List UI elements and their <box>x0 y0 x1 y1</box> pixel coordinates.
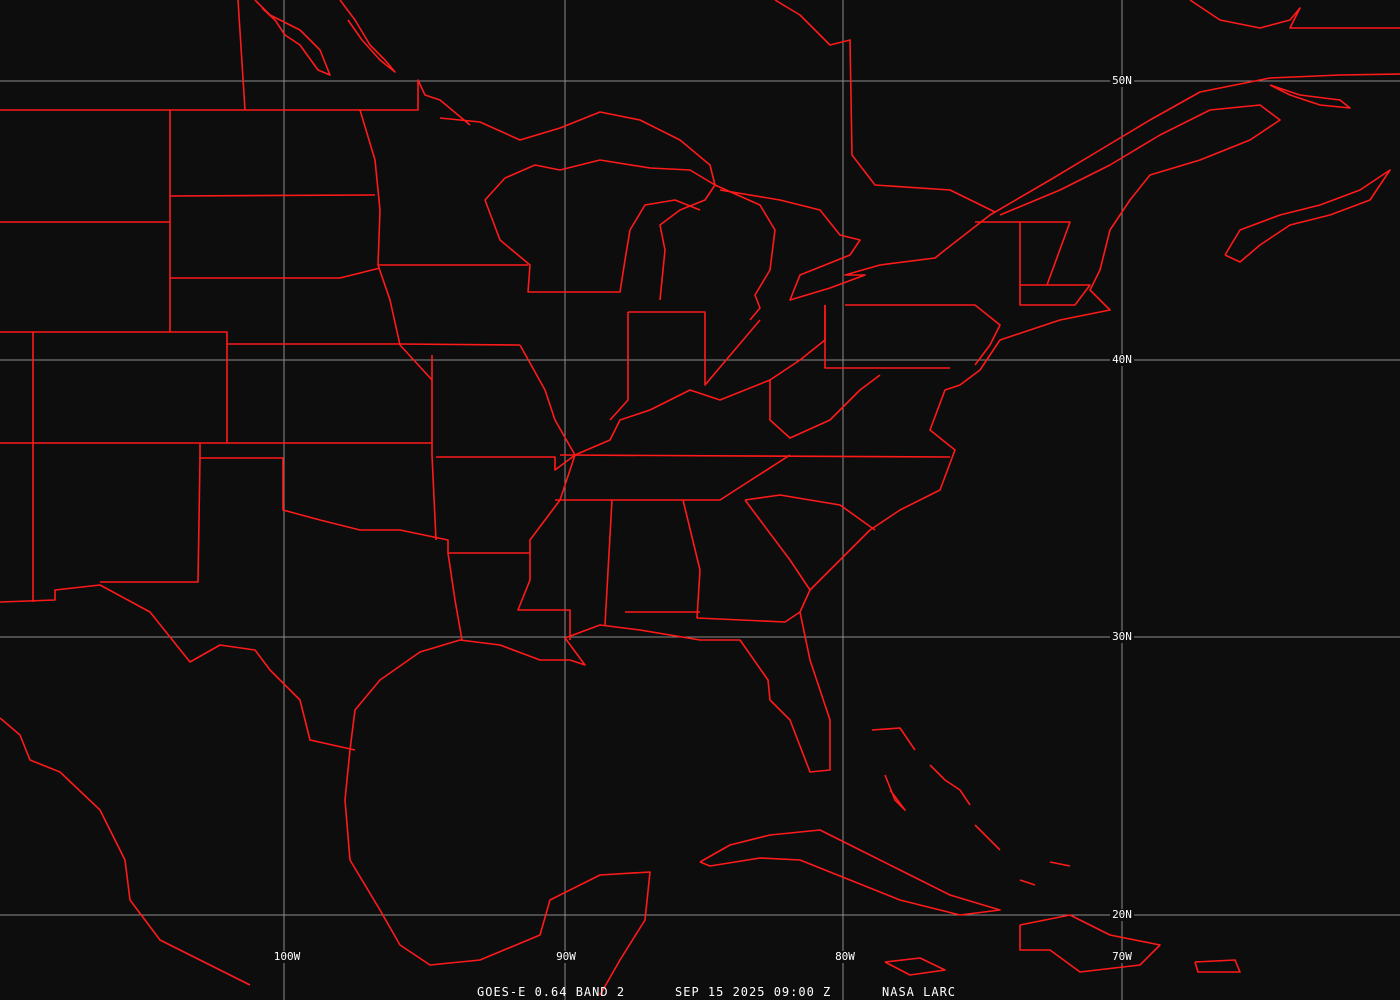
ne-ks-line <box>227 343 521 346</box>
bahamas-5 <box>1019 879 1036 886</box>
latitude-label-50n: 50N <box>1110 74 1134 87</box>
texas-border <box>0 584 356 751</box>
nd-sd-line <box>169 194 376 197</box>
tn-ky-line <box>559 454 951 458</box>
st-lawrence <box>944 73 1400 251</box>
ks-mo-line <box>431 355 437 541</box>
canada-lakes-2 <box>339 0 396 73</box>
ga-sc-line <box>744 499 811 591</box>
maritimes <box>1189 0 1400 29</box>
in-oh-line <box>628 311 761 386</box>
oh-pa-line <box>824 305 950 369</box>
hudson-shore <box>774 0 996 213</box>
mn-west <box>359 109 528 266</box>
lake-michigan-west <box>484 177 701 293</box>
latitude-label-40n: 40N <box>1110 353 1134 366</box>
latitude-label-20n: 20N <box>1110 908 1134 921</box>
ne-west <box>0 331 228 443</box>
wv-border <box>769 374 881 439</box>
bahamas-2 <box>884 774 906 811</box>
hispaniola <box>1019 914 1161 973</box>
canada-province-line <box>237 0 246 111</box>
tn-south-line <box>555 454 791 501</box>
nm-texas-line <box>100 457 201 583</box>
il-in-line <box>609 312 629 421</box>
sc-border <box>744 494 876 531</box>
bahamas-6 <box>1049 861 1071 867</box>
new-england-lines <box>975 221 1091 306</box>
pa-ny-line <box>845 304 1001 366</box>
cuba <box>699 829 1001 916</box>
sd-ne-line <box>170 267 381 279</box>
mexico-pacific-coast <box>0 717 251 986</box>
al-ga-line <box>682 499 801 623</box>
image-caption: GOES-E 0.64 BAND 2 SEP 15 2025 09:00 Z N… <box>0 985 1400 1000</box>
lake-superior <box>439 111 716 186</box>
caption-product: GOES-E 0.64 BAND 2 <box>477 985 626 999</box>
ohio-river <box>574 305 826 456</box>
latitude-label-30n: 30N <box>1110 630 1134 643</box>
lake-michigan-east <box>659 184 776 321</box>
mo-ar-line <box>436 454 576 471</box>
lake-huron-erie <box>719 189 946 301</box>
caption-source: NASA LARC <box>882 985 957 999</box>
mississippi-river <box>517 344 576 640</box>
canada-lakes <box>254 0 331 76</box>
longitude-label-90w: 90W <box>554 950 578 963</box>
ms-al-line <box>604 499 613 626</box>
bahamas-1 <box>871 727 916 751</box>
jamaica <box>884 957 946 976</box>
gulf-mexico-coast <box>344 749 651 996</box>
missouri-river <box>377 264 433 381</box>
pei <box>1269 84 1351 109</box>
longitude-label-100w: 100W <box>271 950 303 963</box>
caption-datetime: SEP 15 2025 09:00 Z <box>675 985 832 999</box>
east-coast <box>349 329 1031 773</box>
longitude-label-70w: 70W <box>1110 950 1134 963</box>
longitude-label-80w: 80W <box>833 950 857 963</box>
nova-scotia <box>1224 169 1391 263</box>
bahamas-4 <box>974 824 1001 851</box>
la-west <box>447 552 463 641</box>
bahamas-3 <box>929 764 971 806</box>
ok-panhandle <box>199 443 530 554</box>
st-lawrence-south <box>999 104 1281 331</box>
us-canada-border <box>0 79 471 126</box>
puerto-rico <box>1194 959 1241 973</box>
